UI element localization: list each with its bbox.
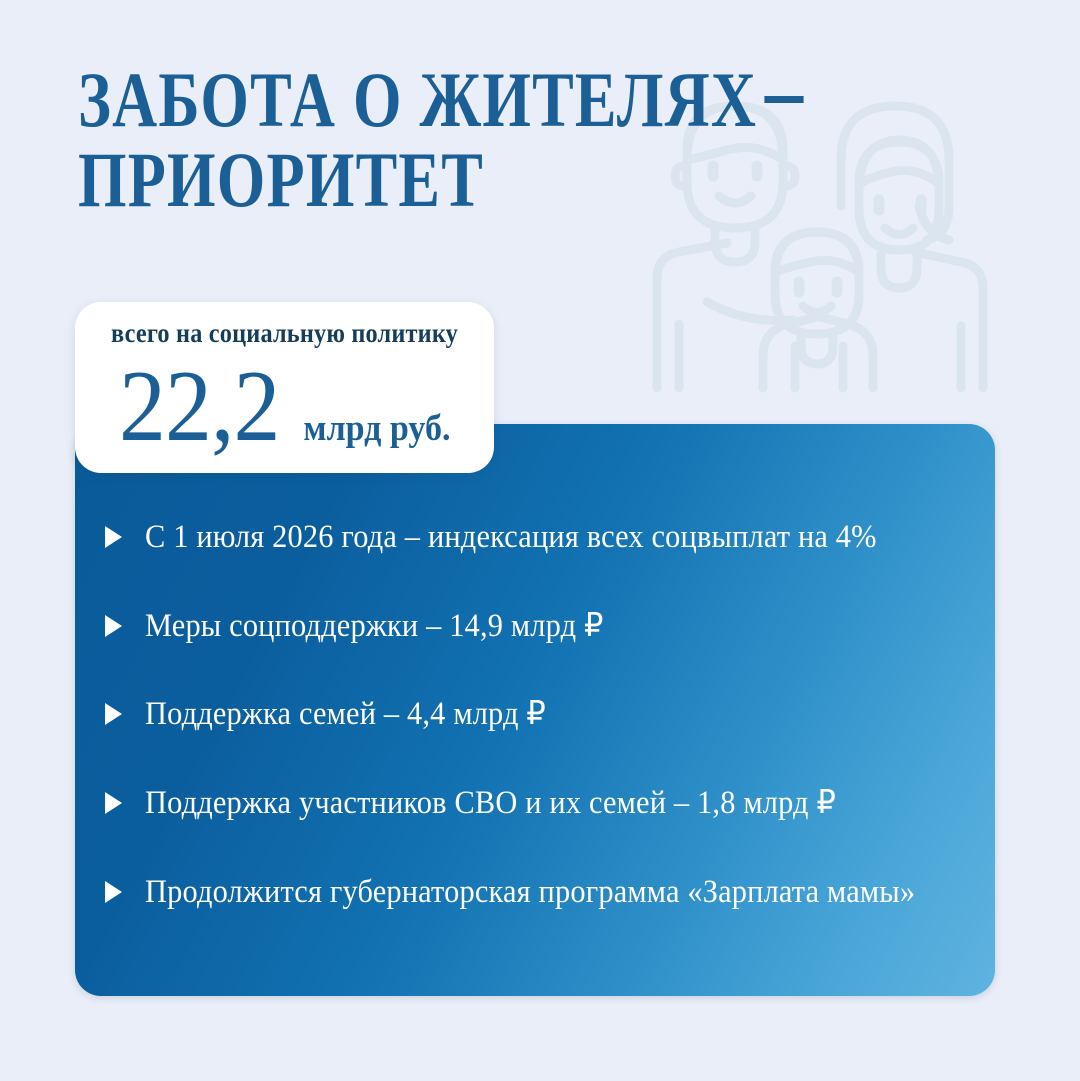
page-title: ЗАБОТА О ЖИТЕЛЯХ ПРИОРИТЕТ	[78, 61, 804, 223]
triangle-right-icon	[103, 524, 125, 550]
total-budget-card: всего на социальную политику 22,2 млрд р…	[75, 302, 494, 473]
list-item: Поддержка семей – 4,4 млрд ₽	[103, 697, 971, 732]
triangle-right-icon	[103, 879, 125, 905]
list-item-label: Меры соцподдержки – 14,9 млрд ₽	[145, 607, 604, 644]
list-item: Поддержка участников СВО и их семей – 1,…	[103, 786, 971, 821]
stat-value: 22,2	[119, 350, 280, 463]
triangle-right-icon	[103, 790, 125, 816]
list-item: Меры соцподдержки – 14,9 млрд ₽	[103, 607, 971, 644]
stat-value-row: 22,2 млрд руб.	[75, 356, 494, 458]
list-item: С 1 июля 2026 года – индексация всех соц…	[103, 520, 971, 555]
bullet-list: С 1 июля 2026 года – индексация всех соц…	[103, 520, 971, 909]
list-item: Продолжится губернаторская программа «За…	[103, 873, 971, 910]
title-line-1-text: ЗАБОТА О ЖИТЕЛЯХ	[78, 56, 758, 143]
stat-unit: млрд руб.	[303, 408, 451, 449]
list-item-label: Поддержка участников СВО и их семей – 1,…	[145, 784, 836, 821]
social-policy-card: С 1 июля 2026 года – индексация всех соц…	[75, 424, 995, 996]
triangle-right-icon	[103, 701, 125, 727]
list-item-label: Продолжится губернаторская программа «За…	[145, 873, 916, 910]
title-dash-icon	[764, 95, 804, 103]
triangle-right-icon	[103, 613, 125, 639]
stat-caption: всего на социальную политику	[110, 318, 459, 348]
title-line-1: ЗАБОТА О ЖИТЕЛЯХ	[78, 61, 804, 139]
title-line-2: ПРИОРИТЕТ	[78, 135, 485, 223]
list-item-label: С 1 июля 2026 года – индексация всех соц…	[145, 519, 877, 555]
list-item-label: Поддержка семей – 4,4 млрд ₽	[145, 696, 546, 733]
